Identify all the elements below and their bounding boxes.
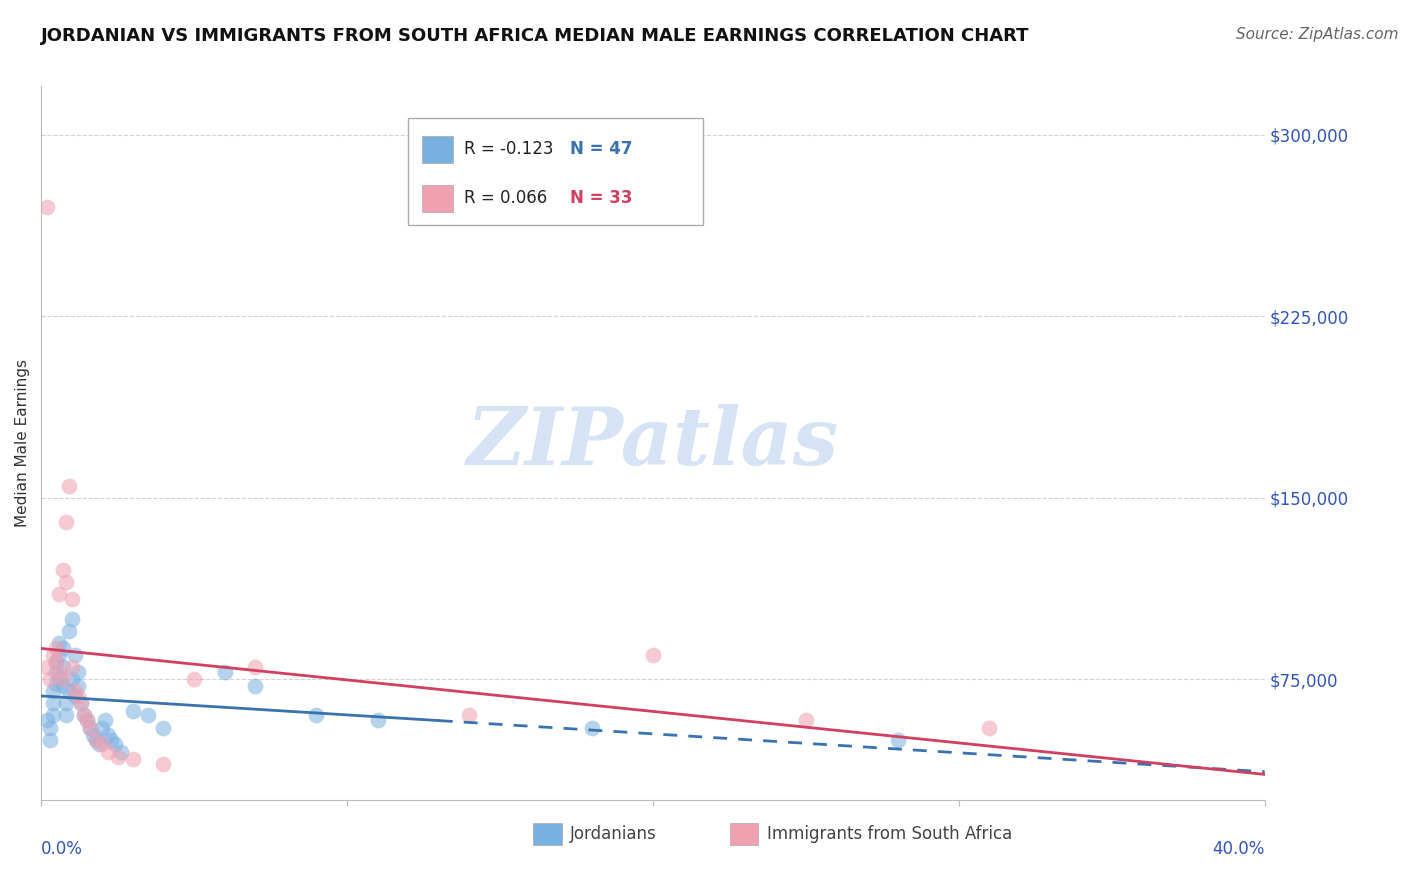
Point: [152, 721, 174, 735]
Point: [51, 672, 73, 686]
Point: [55, 515, 77, 529]
Text: Immigrants from South Africa: Immigrants from South Africa: [766, 825, 1012, 843]
Point: [581, 721, 603, 735]
Point: [979, 721, 1001, 735]
Point: [45, 655, 67, 669]
Point: [66, 665, 89, 679]
Point: [245, 660, 267, 674]
Point: [51, 660, 73, 674]
Point: [458, 708, 481, 723]
Point: [60, 592, 83, 607]
Point: [70, 696, 93, 710]
Point: [84, 732, 107, 747]
Point: [107, 749, 129, 764]
Text: 40.0%: 40.0%: [1212, 840, 1265, 858]
Point: [100, 732, 122, 747]
Point: [84, 732, 107, 747]
Point: [97, 745, 120, 759]
Point: [42, 648, 65, 662]
Point: [152, 756, 174, 771]
Point: [48, 672, 70, 686]
Point: [66, 689, 89, 703]
Point: [45, 655, 67, 669]
Text: Jordanians: Jordanians: [569, 825, 657, 843]
Point: [82, 728, 104, 742]
Point: [103, 738, 125, 752]
Point: [51, 563, 73, 577]
Point: [305, 708, 328, 723]
Point: [42, 708, 65, 723]
Text: Source: ZipAtlas.com: Source: ZipAtlas.com: [1236, 27, 1399, 42]
Text: R = 0.066: R = 0.066: [464, 189, 558, 208]
Point: [51, 679, 73, 693]
Point: [39, 721, 62, 735]
Point: [886, 732, 908, 747]
Point: [63, 689, 86, 703]
Point: [42, 696, 65, 710]
Text: R = -0.123: R = -0.123: [464, 140, 564, 158]
Point: [60, 672, 83, 686]
Point: [183, 672, 205, 686]
Point: [76, 713, 98, 727]
Point: [97, 728, 120, 742]
Point: [214, 665, 236, 679]
Point: [110, 745, 132, 759]
Point: [136, 708, 159, 723]
Point: [91, 721, 114, 735]
Point: [76, 713, 98, 727]
Point: [55, 708, 77, 723]
Point: [48, 636, 70, 650]
Point: [122, 704, 145, 718]
Point: [60, 660, 83, 674]
Point: [367, 713, 389, 727]
Point: [73, 708, 96, 723]
Point: [122, 752, 145, 766]
Point: [79, 721, 101, 735]
Point: [66, 679, 89, 693]
Point: [58, 684, 80, 698]
Point: [73, 708, 96, 723]
Point: [58, 478, 80, 492]
Point: [79, 721, 101, 735]
Text: N = 33: N = 33: [569, 189, 633, 208]
Point: [48, 665, 70, 679]
Point: [48, 587, 70, 601]
Point: [63, 684, 86, 698]
Text: N = 47: N = 47: [569, 140, 633, 158]
Point: [45, 640, 67, 655]
Point: [55, 696, 77, 710]
Point: [42, 684, 65, 698]
Point: [39, 672, 62, 686]
Y-axis label: Median Male Earnings: Median Male Earnings: [15, 359, 30, 527]
Point: [48, 648, 70, 662]
Point: [89, 738, 111, 752]
Point: [70, 696, 93, 710]
Point: [37, 200, 59, 214]
Point: [39, 732, 62, 747]
Point: [58, 624, 80, 638]
Point: [45, 665, 67, 679]
Point: [641, 648, 664, 662]
Point: [37, 713, 59, 727]
Point: [45, 677, 67, 691]
Point: [91, 738, 114, 752]
Text: JORDANIAN VS IMMIGRANTS FROM SOUTH AFRICA MEDIAN MALE EARNINGS CORRELATION CHART: JORDANIAN VS IMMIGRANTS FROM SOUTH AFRIC…: [41, 27, 1029, 45]
Point: [55, 575, 77, 590]
Point: [63, 648, 86, 662]
Text: ZIPatlas: ZIPatlas: [467, 404, 839, 482]
Point: [245, 679, 267, 693]
Point: [94, 713, 117, 727]
Point: [51, 640, 73, 655]
Point: [60, 612, 83, 626]
Text: 0.0%: 0.0%: [41, 840, 83, 858]
Point: [794, 713, 817, 727]
Point: [37, 660, 59, 674]
